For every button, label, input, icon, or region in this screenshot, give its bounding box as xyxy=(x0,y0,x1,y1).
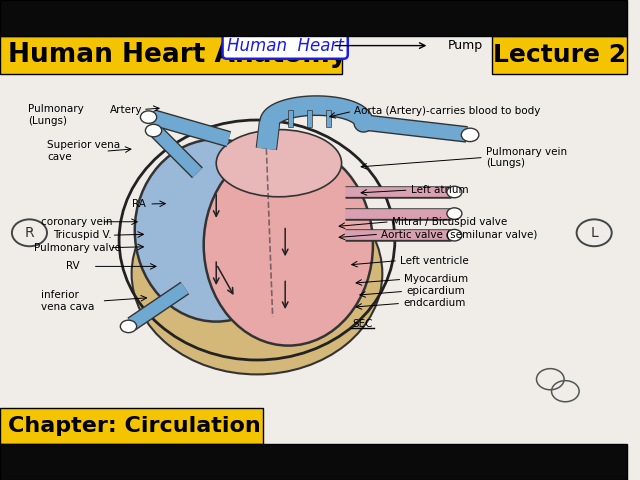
Text: epicardium: epicardium xyxy=(406,287,465,296)
Text: Mitral / Bicuspid valve: Mitral / Bicuspid valve xyxy=(392,217,507,227)
Text: Pump: Pump xyxy=(448,39,483,52)
Text: Artery: Artery xyxy=(109,106,142,115)
FancyBboxPatch shape xyxy=(0,0,627,36)
Text: Myocardium: Myocardium xyxy=(404,275,468,284)
Circle shape xyxy=(447,186,462,198)
Text: Left ventricle: Left ventricle xyxy=(400,256,468,265)
Circle shape xyxy=(447,208,462,219)
Ellipse shape xyxy=(135,139,298,322)
Text: Human  Heart: Human Heart xyxy=(227,36,344,55)
Text: coronary vein: coronary vein xyxy=(41,217,112,227)
Circle shape xyxy=(120,320,136,333)
Text: Aorta (Artery)-carries blood to body: Aorta (Artery)-carries blood to body xyxy=(354,107,541,116)
Circle shape xyxy=(447,229,462,241)
Circle shape xyxy=(145,124,162,137)
Text: RV: RV xyxy=(66,262,79,271)
FancyBboxPatch shape xyxy=(0,36,342,74)
Text: Aortic valve (semilunar valve): Aortic valve (semilunar valve) xyxy=(381,229,538,239)
Text: SEC: SEC xyxy=(353,319,373,329)
Text: Lecture 2: Lecture 2 xyxy=(493,43,626,67)
Text: Left atrium: Left atrium xyxy=(410,185,468,195)
Text: R: R xyxy=(25,226,35,240)
Text: Chapter: Circulation: Chapter: Circulation xyxy=(8,416,260,436)
Text: Human Heart Anatomy: Human Heart Anatomy xyxy=(8,42,346,68)
Text: Superior vena
cave: Superior vena cave xyxy=(47,140,120,162)
Text: Pulmonary
(Lungs): Pulmonary (Lungs) xyxy=(28,104,84,126)
FancyBboxPatch shape xyxy=(492,36,627,74)
Circle shape xyxy=(140,111,157,123)
Ellipse shape xyxy=(204,144,373,346)
Text: Tricuspid V.: Tricuspid V. xyxy=(53,230,112,240)
FancyBboxPatch shape xyxy=(0,408,263,444)
Circle shape xyxy=(461,128,479,142)
Text: L: L xyxy=(590,226,598,240)
Text: Pulmonary valve: Pulmonary valve xyxy=(35,243,122,252)
Text: RA: RA xyxy=(132,199,145,209)
Text: Pulmonary vein
(Lungs): Pulmonary vein (Lungs) xyxy=(486,147,567,168)
Text: inferior
vena cava: inferior vena cava xyxy=(41,290,94,312)
Ellipse shape xyxy=(132,173,382,374)
Ellipse shape xyxy=(216,130,342,197)
FancyBboxPatch shape xyxy=(0,444,627,480)
Text: endcardium: endcardium xyxy=(403,299,465,308)
